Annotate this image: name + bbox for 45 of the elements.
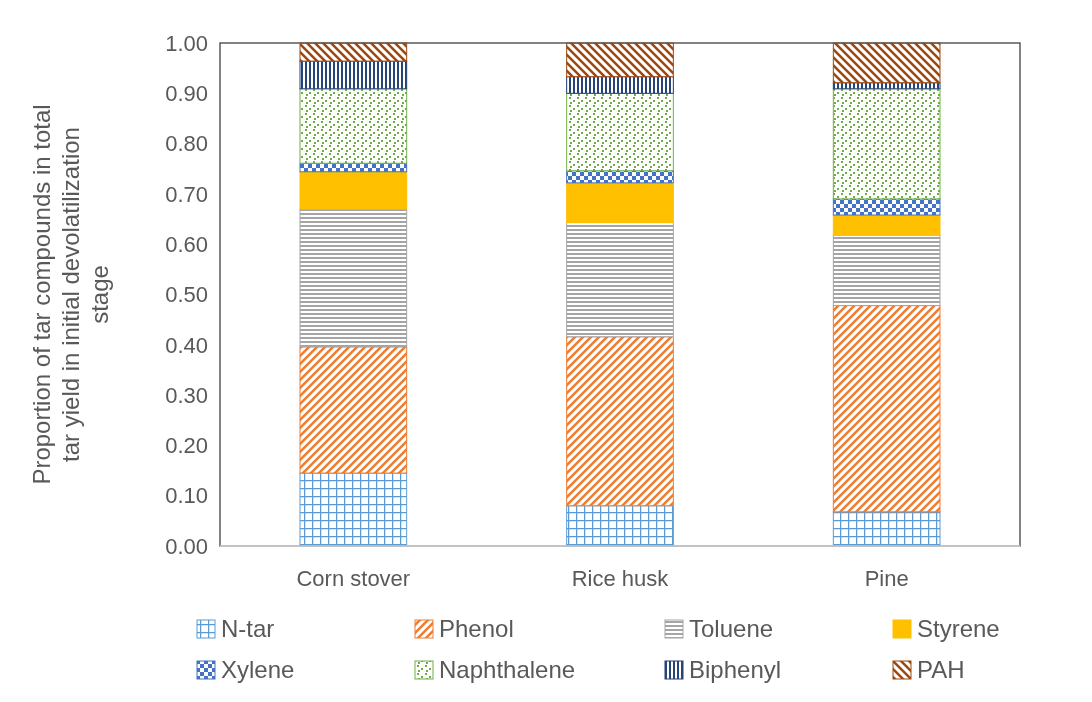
bar xyxy=(832,198,941,216)
y-tick-label: 0.50 xyxy=(165,282,208,308)
bar xyxy=(299,472,408,547)
bar xyxy=(566,76,674,94)
bar xyxy=(566,222,674,338)
bar xyxy=(299,171,408,210)
bar xyxy=(299,346,408,474)
bar xyxy=(832,234,941,307)
bar xyxy=(566,170,674,184)
bar xyxy=(299,208,408,348)
bar xyxy=(832,214,941,236)
bar xyxy=(566,92,674,172)
y-tick-label: 0.40 xyxy=(165,332,208,358)
legend-label: Phenol xyxy=(439,615,514,643)
legend-label: Toluene xyxy=(689,615,774,643)
bar xyxy=(832,305,941,513)
x-tick-label: Corn stover xyxy=(296,566,411,591)
legend-label: N-tar xyxy=(221,615,275,643)
y-tick-label: 0.10 xyxy=(165,483,208,509)
y-tick-label: 0.30 xyxy=(165,382,208,408)
y-tick-label: 0.80 xyxy=(165,131,208,157)
y-tick-label: 0.00 xyxy=(165,533,208,559)
legend-label: PAH xyxy=(917,656,965,684)
bar xyxy=(299,42,408,62)
y-tick-label: 0.90 xyxy=(165,81,208,106)
bar xyxy=(299,60,408,90)
x-tick-label: Rice husk xyxy=(571,566,670,591)
bar xyxy=(566,336,674,507)
bar xyxy=(832,42,941,84)
bar xyxy=(832,88,941,200)
bar xyxy=(566,42,674,78)
legend-label: Styrene xyxy=(917,615,1000,643)
y-axis-title: Proportion of tar compounds in total tar yield in initial devolatilization stage xyxy=(28,104,113,485)
x-tick-label: Pine xyxy=(864,566,909,591)
y-tick-label: 1.00 xyxy=(165,30,208,56)
bar xyxy=(566,182,674,224)
legend-label: Biphenyl xyxy=(689,656,782,684)
y-tick-label: 0.70 xyxy=(165,181,208,207)
y-tick-label: 0.60 xyxy=(165,231,208,257)
bar xyxy=(832,511,941,547)
legend-label: Naphthalene xyxy=(439,656,576,684)
bar xyxy=(299,88,408,164)
bar xyxy=(566,505,674,547)
legend-label: Xylene xyxy=(221,656,295,684)
y-tick-label: 0.20 xyxy=(165,433,208,459)
